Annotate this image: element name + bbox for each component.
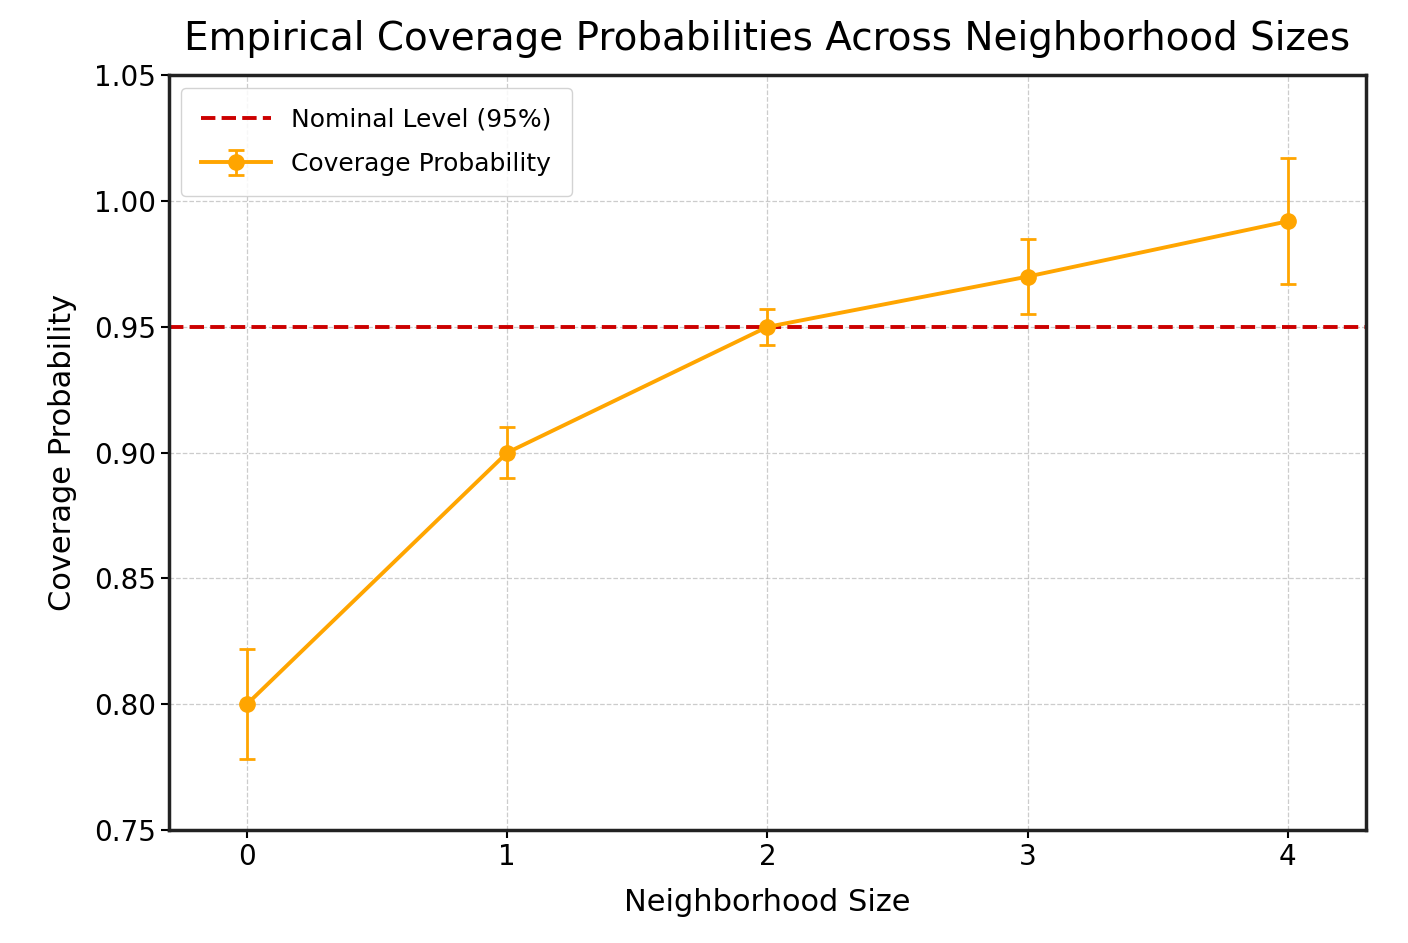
Nominal Level (95%) xyxy=(238,322,255,333)
Legend: Nominal Level (95%), Coverage Probability: Nominal Level (95%), Coverage Probabilit… xyxy=(182,88,572,196)
Y-axis label: Coverage Probability: Coverage Probability xyxy=(48,294,77,611)
X-axis label: Neighborhood Size: Neighborhood Size xyxy=(624,887,911,917)
Title: Empirical Coverage Probabilities Across Neighborhood Sizes: Empirical Coverage Probabilities Across … xyxy=(184,21,1350,58)
Nominal Level (95%) xyxy=(498,322,515,333)
